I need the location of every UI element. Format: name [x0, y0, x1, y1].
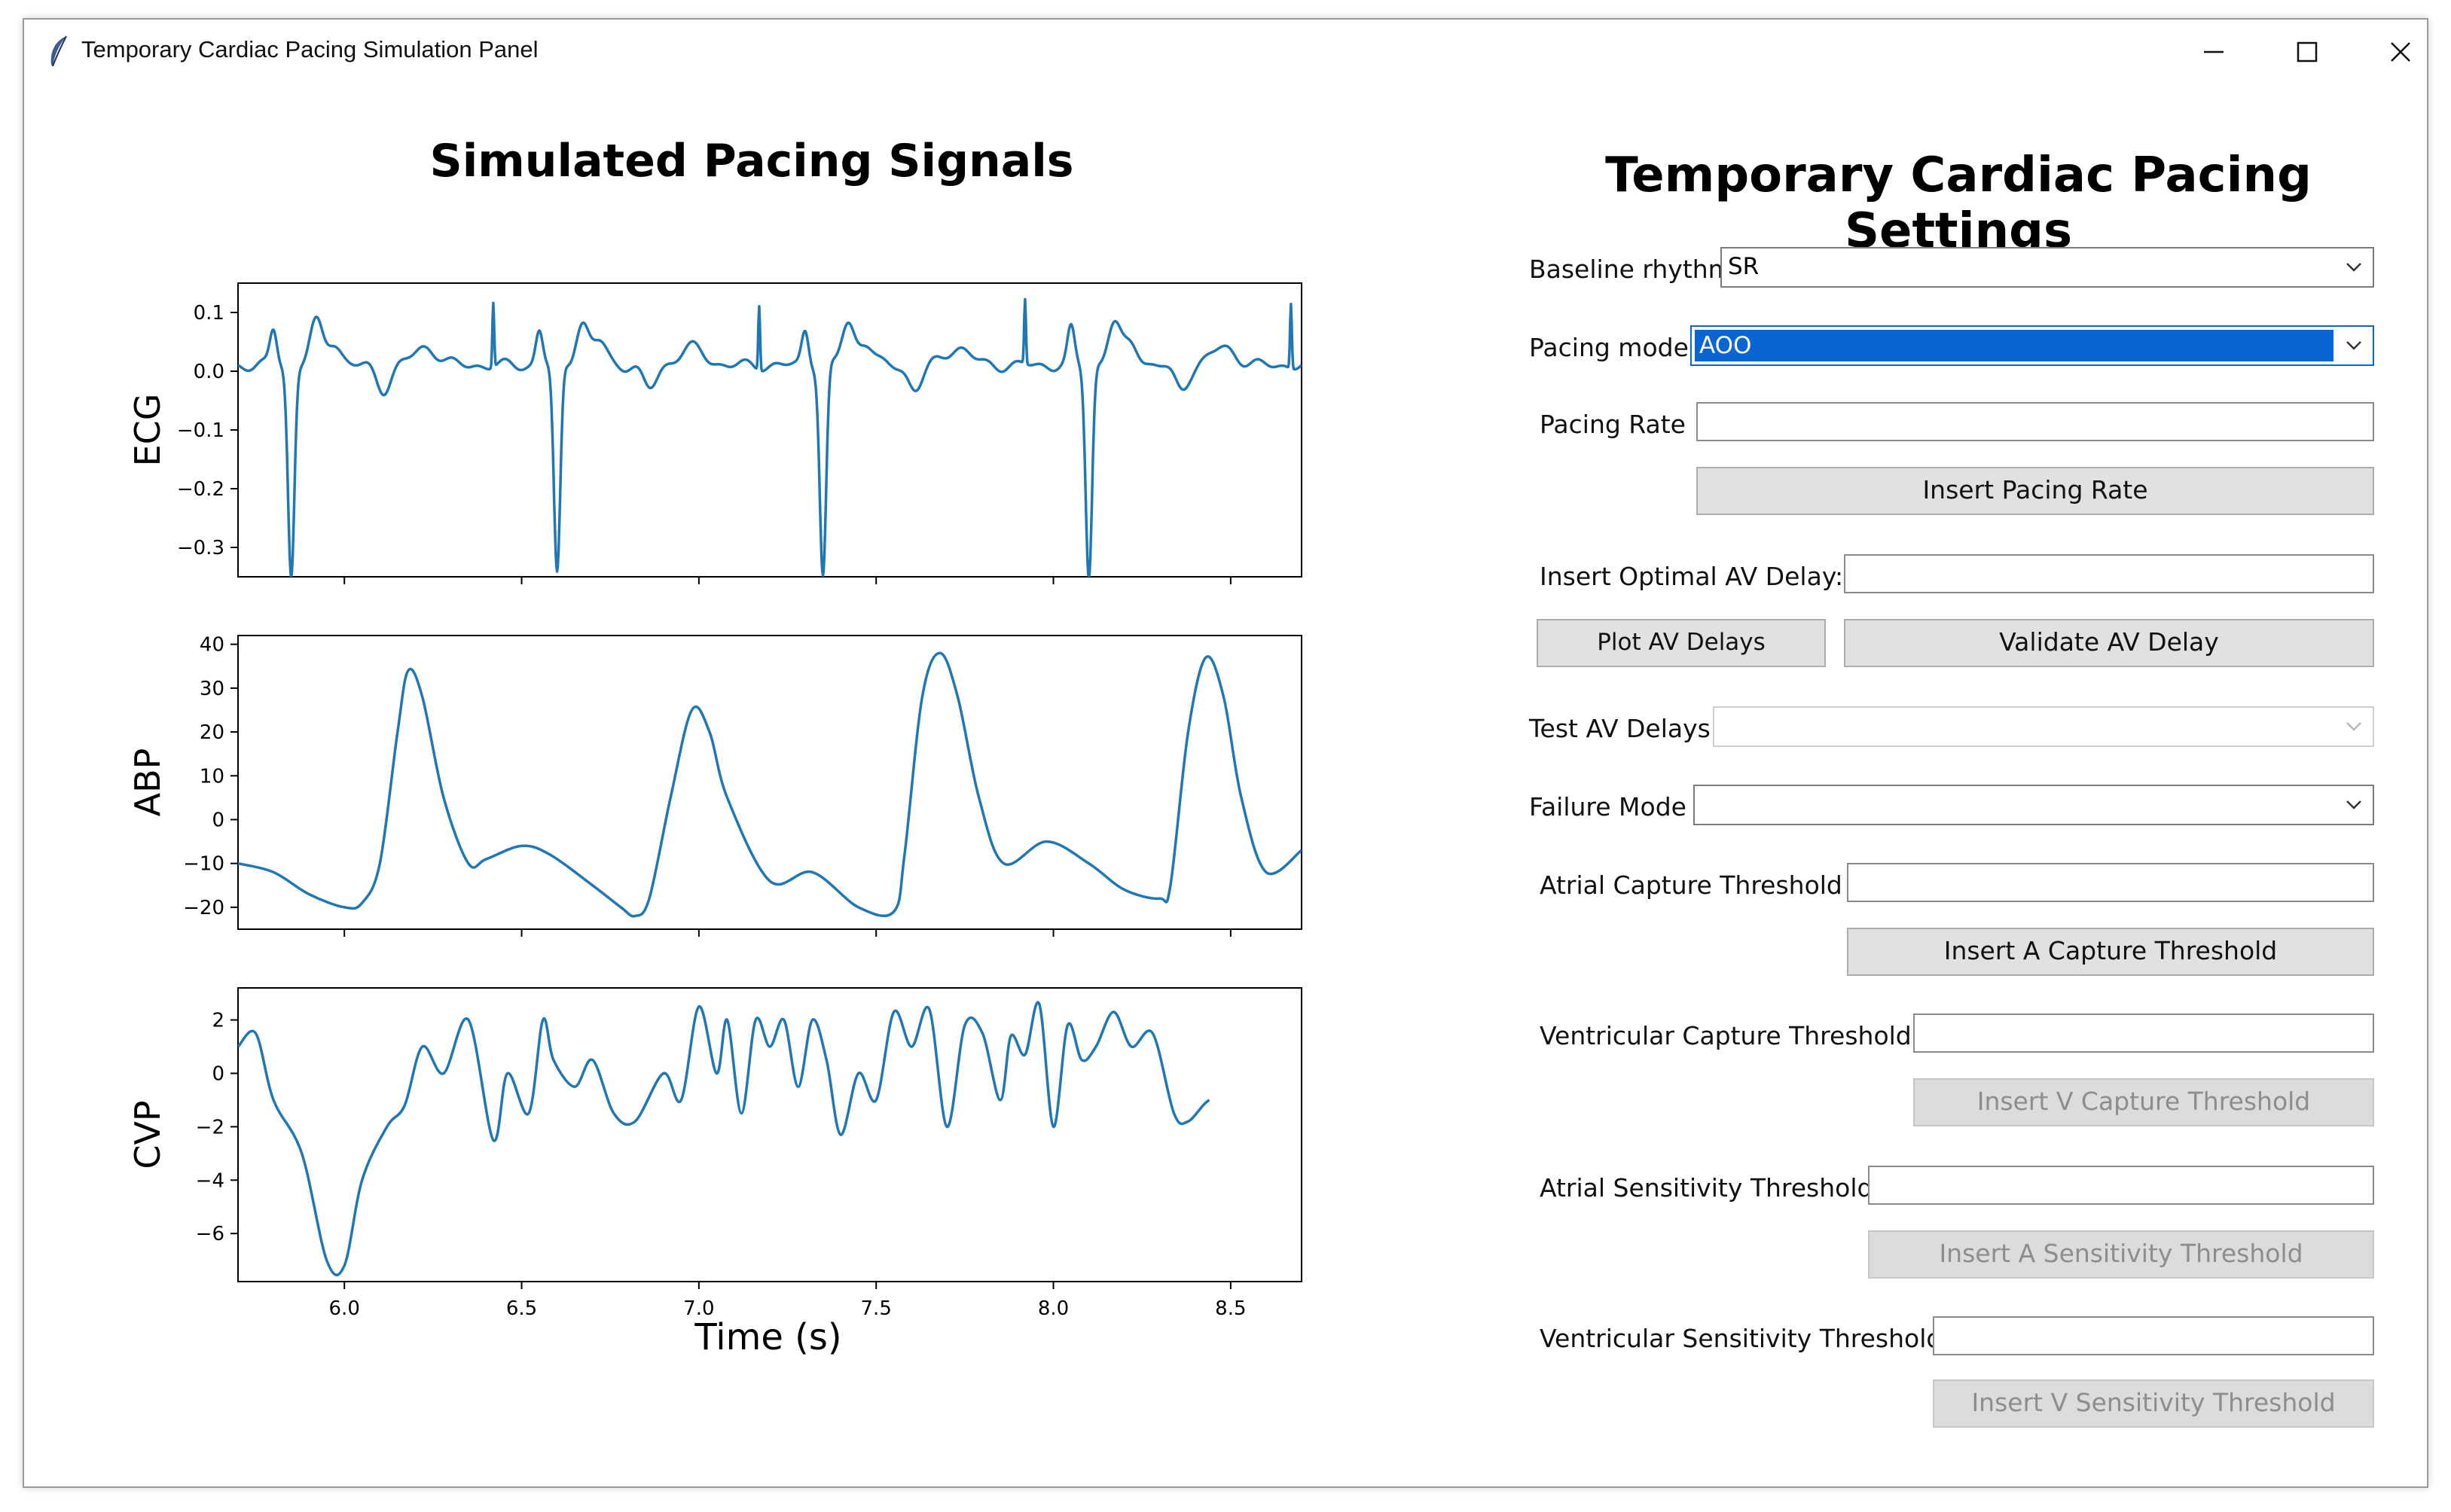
insert-a-sensitivity-button[interactable]: Insert A Sensitivity Threshold: [1868, 1230, 2374, 1279]
pacing-rate-label: Pacing Rate: [1540, 410, 1686, 439]
feather-icon: [50, 35, 67, 67]
x-tick-label: 6.5: [506, 1297, 537, 1320]
y-tick-label: −10: [183, 853, 224, 876]
y-tick-label: 0: [212, 1062, 224, 1085]
chart-panel-cvp: 2 0 −2 −4 −6 6.0 6.5 7.0 7.5 8.0 8.5 CVP: [127, 987, 1302, 1320]
x-tick-label: 6.0: [329, 1297, 360, 1320]
y-tick-label: −6: [196, 1223, 224, 1245]
ventricular-sensitivity-input[interactable]: [1933, 1316, 2374, 1355]
x-tick-label: 7.5: [861, 1297, 892, 1320]
insert-a-capture-button[interactable]: Insert A Capture Threshold: [1847, 928, 2374, 976]
plots-title: Simulated Pacing Signals: [429, 135, 1073, 187]
y-axis-label: CVP: [127, 1100, 168, 1169]
atrial-sensitivity-input[interactable]: [1868, 1166, 2374, 1205]
close-button[interactable]: [2359, 26, 2442, 78]
series-line-ecg: [238, 297, 1302, 577]
atrial-capture-label: Atrial Capture Threshold: [1540, 870, 1842, 900]
chevron-down-icon: [2346, 722, 2361, 731]
insert-v-sensitivity-button[interactable]: Insert V Sensitivity Threshold: [1933, 1379, 2374, 1428]
baseline-rhythm-select[interactable]: SR: [1720, 247, 2374, 288]
y-tick-label: 2: [212, 1010, 224, 1032]
pacing-mode-label: Pacing mode: [1529, 333, 1689, 362]
validate-av-delay-button[interactable]: Validate AV Delay: [1844, 619, 2374, 667]
y-tick-label: −2: [196, 1116, 224, 1139]
chart-panel-ecg: 0.1 0.0 −0.1 −0.2 −0.3 ECG: [127, 282, 1302, 584]
signals-figure: Simulated Pacing Signals 0.1 0.0 −0.1 −0.2 −…: [127, 135, 1302, 1358]
y-tick-label: −20: [183, 897, 224, 919]
plot-frame: [237, 635, 1302, 930]
baseline-rhythm-label: Baseline rhythm: [1529, 255, 1732, 284]
y-tick-label: −0.1: [177, 419, 224, 442]
chevron-down-icon: [2346, 263, 2361, 272]
y-tick-label: −0.3: [177, 537, 224, 559]
window-title: Temporary Cardiac Pacing Simulation Pane…: [81, 36, 539, 62]
ventricular-capture-label: Ventricular Capture Threshold: [1540, 1021, 1912, 1050]
insert-v-capture-button[interactable]: Insert V Capture Threshold: [1913, 1078, 2374, 1126]
plot-frame: [237, 987, 1302, 1282]
series-line-cvp: [238, 1001, 1210, 1276]
title-bar[interactable]: Temporary Cardiac Pacing Simulation Pane…: [24, 20, 2427, 84]
x-axis-label: Time (s): [694, 1316, 841, 1358]
plot-frame: [237, 282, 1302, 578]
x-tick-label: 8.5: [1215, 1297, 1246, 1320]
insert-pacing-rate-button[interactable]: Insert Pacing Rate: [1696, 467, 2374, 515]
minimize-icon: [2204, 50, 2224, 53]
pacing-mode-value: AOO: [1695, 330, 2333, 361]
y-tick-label: 30: [200, 678, 224, 700]
y-tick-label: 20: [200, 721, 224, 744]
pacing-rate-input[interactable]: [1696, 402, 2374, 441]
close-icon: [2391, 42, 2410, 62]
settings-title: Temporary Cardiac Pacing Settings: [1605, 148, 2312, 259]
optimal-av-delay-input[interactable]: [1844, 554, 2374, 593]
y-axis-label: ABP: [127, 748, 168, 817]
y-tick-label: 0: [212, 809, 224, 831]
series-line-abp: [238, 651, 1302, 918]
chevron-down-icon: [2346, 800, 2361, 809]
maximize-button[interactable]: [2266, 26, 2349, 78]
y-tick-label: 10: [200, 765, 224, 788]
ventricular-sensitivity-label: Ventricular Sensitivity Threshold: [1540, 1324, 1943, 1353]
y-tick-label: −0.2: [177, 478, 224, 501]
test-av-delays-select[interactable]: [1713, 706, 2374, 747]
y-tick-label: 0.0: [194, 361, 224, 383]
chevron-down-icon: [2346, 341, 2361, 350]
chart-panel-abp: 40 30 20 10 0 −10 −20 ABP: [127, 634, 1302, 937]
pacing-mode-select[interactable]: AOO: [1690, 325, 2374, 366]
failure-mode-label: Failure Mode: [1529, 792, 1686, 822]
maximize-icon: [2297, 41, 2318, 62]
optimal-av-delay-label: Insert Optimal AV Delay:: [1540, 562, 1844, 591]
baseline-rhythm-value: SR: [1728, 253, 1760, 280]
x-tick-label: 8.0: [1038, 1297, 1069, 1320]
y-tick-label: 0.1: [194, 302, 224, 325]
y-tick-label: −4: [196, 1169, 224, 1192]
ventricular-capture-input[interactable]: [1913, 1014, 2374, 1053]
y-tick-label: 40: [200, 634, 224, 657]
atrial-sensitivity-label: Atrial Sensitivity Threshold: [1540, 1173, 1873, 1203]
y-axis-label: ECG: [127, 394, 168, 467]
minimize-button[interactable]: [2172, 26, 2255, 78]
atrial-capture-input[interactable]: [1847, 863, 2374, 902]
x-tick-label: 7.0: [683, 1297, 714, 1320]
failure-mode-select[interactable]: [1693, 785, 2374, 825]
test-av-delays-label: Test AV Delays: [1529, 714, 1711, 743]
plot-av-delays-button[interactable]: Plot AV Delays: [1537, 619, 1826, 667]
